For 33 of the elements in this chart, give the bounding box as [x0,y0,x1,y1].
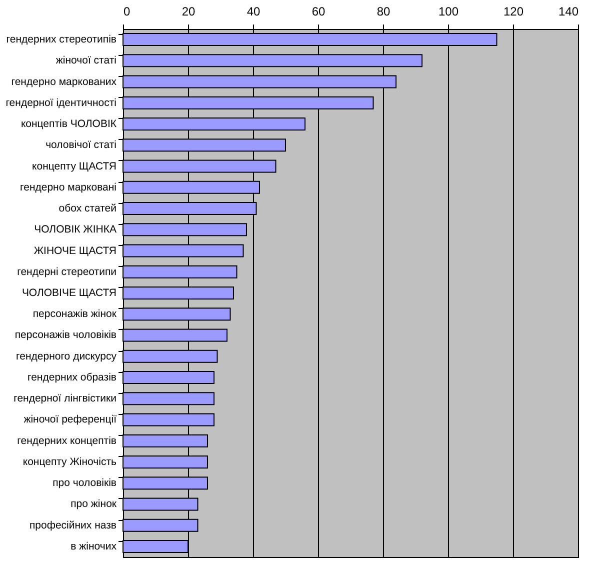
y-tick-label: про чоловіків [52,477,117,490]
y-tick-label: ЧОЛОВІК ЖІНКА [34,224,116,236]
y-tick-label: чоловічої статі [46,139,116,152]
x-tick-label: 40 [246,4,260,18]
x-tick-label: 20 [182,4,196,18]
y-tick-label: ЖІНОЧЕ ЩАСТЯ [34,244,116,257]
y-tick-label: ЧОЛОВІЧЕ ЩАСТЯ [22,287,116,299]
y-tick-label: жіночої статі [56,54,116,67]
x-tick-label: 80 [376,4,390,18]
y-tick-label: гендерні стереотипи [17,266,117,278]
y-tick-label: професійних назв [29,519,117,532]
y-tick-label: гендерної лінгвістики [14,392,117,405]
x-tick-label: 120 [503,4,524,18]
y-tick-label: гендерних концептів [17,434,117,447]
y-tick-label: гендерно марковані [20,181,116,194]
y-tick-label: гендерно маркованих [11,76,118,88]
y-tick-label: гендерного дискурсу [16,350,118,362]
y-tick-label: гендерних стереотипів [6,34,117,46]
y-tick-label: концепту ЩАСТЯ [32,160,116,172]
x-tick-label: 0 [124,4,130,18]
y-tick-label: персонажів жінок [32,308,117,320]
x-tick-label: 140 [558,4,579,18]
y-tick-label: персонажів чоловіків [14,329,117,342]
y-tick-label: в жіночих [70,540,118,552]
x-tick-label: 100 [438,4,459,18]
x-tick-label: 60 [312,4,326,18]
y-tick-label: гендерної ідентичності [6,96,116,109]
y-tick-label: концепту Жіночість [22,456,118,468]
y-tick-label: концептів ЧОЛОВІК [20,118,118,130]
y-tick-label: про жінок [70,498,117,510]
y-tick-label: гендерних образів [27,371,117,384]
y-tick-label: жіночої референції [24,414,117,426]
y-tick-label: обох статей [58,202,117,215]
